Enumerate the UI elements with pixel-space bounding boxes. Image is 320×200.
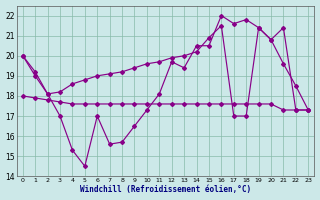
X-axis label: Windchill (Refroidissement éolien,°C): Windchill (Refroidissement éolien,°C) xyxy=(80,185,251,194)
